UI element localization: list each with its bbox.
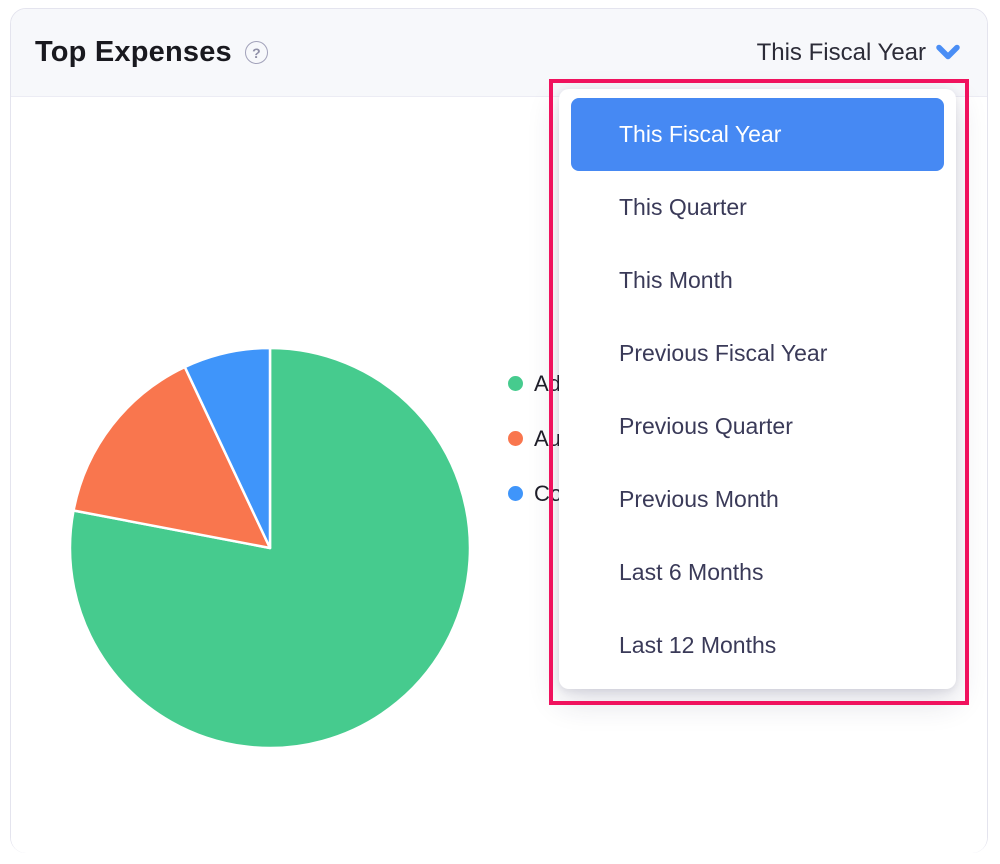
dropdown-item[interactable]: Last 12 Months	[619, 632, 777, 658]
help-icon[interactable]: ?	[244, 41, 268, 64]
widget-header: Top Expenses ? This Fiscal Year	[11, 9, 987, 97]
legend-item[interactable]: Au	[508, 411, 562, 466]
period-selector-trigger[interactable]: This Fiscal Year	[757, 39, 961, 67]
chevron-down-icon	[936, 44, 960, 60]
legend-dot	[508, 376, 523, 391]
legend-item[interactable]: Ad	[508, 356, 562, 411]
pie-slice[interactable]	[183, 346, 272, 550]
legend-label: Ad	[534, 370, 561, 396]
dropdown-item[interactable]: This Fiscal Year	[571, 98, 944, 171]
legend-label: Au	[534, 425, 561, 451]
dropdown-item[interactable]: This Quarter	[619, 194, 747, 220]
title-wrap: Top Expenses ?	[35, 36, 268, 69]
period-dropdown-menu: This Fiscal Year This Quarter This Month Pr…	[559, 89, 956, 689]
dropdown-item[interactable]: Previous Fiscal Year	[619, 340, 828, 366]
pie-slice[interactable]	[72, 365, 272, 550]
dropdown-item[interactable]: Previous Month	[619, 486, 779, 512]
legend-dot	[508, 486, 523, 501]
dropdown-item[interactable]: Last 6 Months	[619, 559, 764, 585]
legend-item[interactable]: Co	[508, 466, 562, 521]
legend-dot	[508, 431, 523, 446]
pie-chart[interactable]	[65, 343, 475, 753]
page-title: Top Expenses	[35, 36, 232, 68]
chart-legend: Ad Au Co	[508, 356, 562, 521]
legend-label: Co	[534, 480, 563, 506]
dropdown-item[interactable]: Previous Quarter	[619, 413, 793, 439]
period-selector-value: This Fiscal Year	[756, 38, 926, 66]
top-expenses-widget: Top Expenses ? This Fiscal Year Ad Au Co T…	[10, 8, 988, 853]
dropdown-item[interactable]: This Month	[619, 267, 733, 293]
